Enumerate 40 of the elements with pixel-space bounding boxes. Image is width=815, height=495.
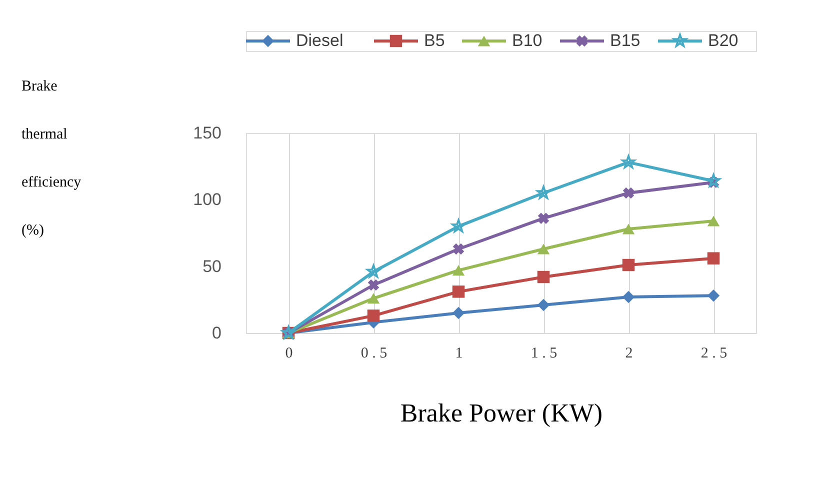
legend-label: B20	[708, 31, 738, 50]
x-tick-label: 2 . 5	[700, 346, 728, 362]
point	[452, 265, 465, 276]
x-tick-label: 0 . 5	[360, 346, 388, 362]
point	[452, 243, 464, 255]
point	[538, 212, 550, 224]
y-tick-label: 100	[193, 190, 222, 210]
y-tick-label: 150	[193, 124, 222, 142]
point	[367, 310, 380, 322]
x-tick-label: 1	[455, 346, 463, 362]
point	[622, 187, 634, 199]
x-tick-label: 1 . 5	[530, 346, 558, 362]
x-tick-label: 2	[625, 346, 633, 362]
point	[707, 216, 720, 226]
point	[707, 290, 720, 302]
point	[622, 155, 636, 168]
legend-label: Diesel	[296, 31, 344, 50]
x-tick-label: 0	[285, 346, 293, 362]
y-tick-label: 0	[212, 324, 222, 342]
point	[452, 306, 465, 320]
point	[452, 286, 465, 298]
point	[366, 264, 380, 278]
point	[452, 219, 466, 232]
legend-label: B5	[424, 31, 445, 50]
text: Brake thermal efficiency (%)	[22, 78, 82, 238]
point	[706, 174, 720, 187]
point	[707, 252, 720, 264]
point	[537, 270, 550, 284]
legend-label: B15	[610, 31, 640, 50]
point	[537, 244, 550, 254]
point	[622, 290, 635, 304]
point	[622, 224, 635, 234]
point	[537, 298, 550, 312]
point	[368, 279, 380, 291]
point	[622, 258, 635, 272]
x-axis-title: Brake Power (KW)	[400, 398, 603, 428]
point	[367, 293, 380, 304]
point	[536, 186, 550, 199]
y-tick-label: 50	[202, 256, 222, 276]
legend-label: B10	[512, 31, 542, 50]
